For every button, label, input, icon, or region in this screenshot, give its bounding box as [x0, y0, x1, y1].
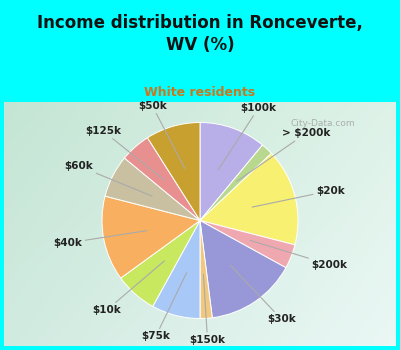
Wedge shape — [200, 220, 286, 318]
Text: City-Data.com: City-Data.com — [290, 119, 355, 128]
Text: $40k: $40k — [54, 231, 147, 248]
Text: $100k: $100k — [218, 103, 276, 170]
Text: Income distribution in Ronceverte,
WV (%): Income distribution in Ronceverte, WV (%… — [37, 14, 363, 54]
Wedge shape — [102, 196, 200, 278]
Wedge shape — [121, 220, 200, 306]
Text: $50k: $50k — [138, 101, 185, 169]
Wedge shape — [153, 220, 200, 318]
Text: $200k: $200k — [250, 240, 347, 270]
Text: $10k: $10k — [92, 261, 164, 315]
Text: White residents: White residents — [144, 86, 256, 99]
Wedge shape — [124, 138, 200, 220]
Text: $60k: $60k — [65, 161, 152, 196]
Wedge shape — [200, 220, 295, 268]
Wedge shape — [148, 122, 200, 220]
Text: $125k: $125k — [85, 126, 164, 180]
Wedge shape — [200, 220, 212, 318]
Wedge shape — [200, 145, 272, 220]
Wedge shape — [200, 122, 262, 220]
Text: $150k: $150k — [190, 274, 226, 345]
Text: $30k: $30k — [230, 265, 296, 324]
Wedge shape — [105, 158, 200, 220]
Text: $75k: $75k — [141, 273, 186, 341]
Wedge shape — [200, 153, 298, 245]
Text: > $200k: > $200k — [237, 128, 330, 181]
Text: $20k: $20k — [252, 186, 344, 207]
